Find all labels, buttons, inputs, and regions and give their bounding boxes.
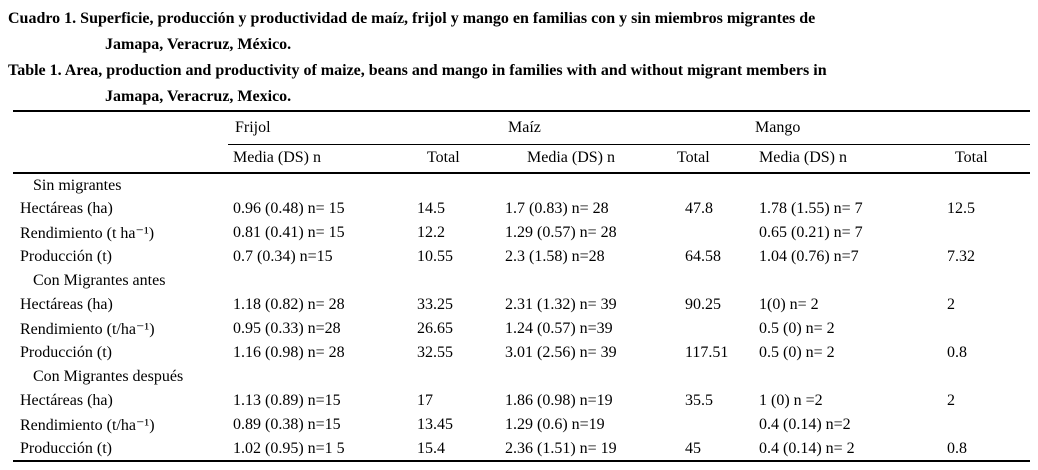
table-cell: 35.5 xyxy=(685,392,713,409)
table-captions: Cuadro 1. Superficie, producción y produ… xyxy=(0,0,1038,110)
table-cell: 12.2 xyxy=(417,224,445,241)
table-row: Hectáreas (ha) 1.13 (0.89) n=15 17 1.86 … xyxy=(13,389,1030,413)
table-row: Rendimiento (t/ha⁻¹) 0.95 (0.33) n=28 26… xyxy=(13,317,1030,341)
row-label: Producción (t) xyxy=(20,439,112,457)
table-cell: 64.58 xyxy=(685,248,721,265)
table-row: Hectáreas (ha) 0.96 (0.48) n= 15 14.5 1.… xyxy=(13,197,1030,221)
table-cell: 0.5 (0) n= 2 xyxy=(759,320,835,337)
table-cell: 90.25 xyxy=(685,296,721,313)
table-cell: 1.02 (0.95) n=1 5 xyxy=(233,439,345,457)
table-cell: 12.5 xyxy=(947,200,975,217)
corner-cell xyxy=(13,144,228,174)
table-cell: 1.7 (0.83) n= 28 xyxy=(505,200,609,217)
table-row: Producción (t) 1.02 (0.95) n=1 5 15.4 2.… xyxy=(13,437,1030,461)
table-cell: 1.86 (0.98) n=19 xyxy=(505,392,613,409)
table-cell: 1(0) n= 2 xyxy=(759,296,819,313)
table-cell: 15.4 xyxy=(417,439,445,457)
table-cell: 33.25 xyxy=(417,296,453,313)
table-cell xyxy=(673,317,749,341)
table-cell: 2.36 (1.51) n= 19 xyxy=(505,439,617,457)
table-cell: 1.29 (0.6) n=19 xyxy=(505,416,605,433)
table-cell: 0.4 (0.14) n= 2 xyxy=(759,439,855,457)
row-label: Hectáreas (ha) xyxy=(20,200,113,217)
table-cell: 2 xyxy=(947,296,955,313)
table-cell xyxy=(919,317,1030,341)
table-cell: 117.51 xyxy=(685,344,729,361)
row-label: Rendimiento (t ha⁻¹) xyxy=(20,225,155,242)
column-group-row: Frijol Maíz Mango xyxy=(13,111,1031,145)
table-cell: 14.5 xyxy=(417,200,445,217)
corner-cell xyxy=(13,111,228,144)
subheader-frijol-media: Media (DS) n xyxy=(228,144,413,174)
column-group-frijol: Frijol xyxy=(228,111,499,145)
subheader-maiz-total: Total xyxy=(673,144,749,174)
column-subheader-row: Media (DS) n Total Media (DS) n Total Me… xyxy=(13,144,1031,174)
subheader-frijol-total: Total xyxy=(413,144,499,174)
table-row: Rendimiento (t ha⁻¹) 0.81 (0.41) n= 15 1… xyxy=(13,221,1030,245)
column-group-maiz: Maíz xyxy=(499,111,749,145)
table-cell: 1.24 (0.57) n=39 xyxy=(505,320,613,337)
table-cell: 1.16 (0.98) n= 28 xyxy=(233,344,345,361)
section-header: Con Migrantes antes xyxy=(33,272,166,289)
table-cell xyxy=(919,221,1030,245)
section-header: Sin migrantes xyxy=(33,176,122,194)
table-cell: 2 xyxy=(947,392,955,409)
caption-en-line-1: Table 1. Area, production and productivi… xyxy=(8,62,827,79)
table-row: Hectáreas (ha) 1.18 (0.82) n= 28 33.25 2… xyxy=(13,293,1030,317)
row-label: Hectáreas (ha) xyxy=(20,392,113,409)
table-cell: 0.8 xyxy=(947,344,967,361)
table-cell: 17 xyxy=(417,392,433,409)
table-cell: 0.5 (0) n= 2 xyxy=(759,344,835,361)
table-cell: 13.45 xyxy=(417,416,453,433)
table-cell: 3.01 (2.56) n= 39 xyxy=(505,344,617,361)
table-cell: 45 xyxy=(685,439,701,457)
data-table: Frijol Maíz Mango Media (DS) n Total Med… xyxy=(13,110,1031,462)
table-cell xyxy=(673,221,749,245)
row-label: Rendimiento (t/ha⁻¹) xyxy=(20,417,155,434)
subheader-mango-media: Media (DS) n xyxy=(749,144,919,174)
subheader-maiz-media: Media (DS) n xyxy=(499,144,673,174)
section-row: Sin migrantes xyxy=(13,173,1030,197)
table-cell xyxy=(673,413,749,437)
table-cell: 0.96 (0.48) n= 15 xyxy=(233,200,345,217)
table-cell xyxy=(919,413,1030,437)
section-row: Con Migrantes antes xyxy=(13,269,1030,293)
table-cell: 10.55 xyxy=(417,248,453,265)
row-label: Hectáreas (ha) xyxy=(20,296,113,313)
table-cell: 47.8 xyxy=(685,200,713,217)
table-cell: 1.29 (0.57) n= 28 xyxy=(505,224,617,241)
table-cell: 0.65 (0.21) n= 7 xyxy=(759,224,863,241)
table-cell: 0.4 (0.14) n=2 xyxy=(759,416,851,433)
table-cell: 0.7 (0.34) n=15 xyxy=(233,248,333,265)
table-cell: 0.81 (0.41) n= 15 xyxy=(233,224,345,241)
table-cell: 32.55 xyxy=(417,344,453,361)
caption-es-line-2: Jamapa, Veracruz, México. xyxy=(105,36,292,53)
table-row: Producción (t) 0.7 (0.34) n=15 10.55 2.3… xyxy=(13,245,1030,269)
caption-en-line-2: Jamapa, Veracruz, Mexico. xyxy=(105,88,292,105)
table-cell: 1.13 (0.89) n=15 xyxy=(233,392,341,409)
row-label: Producción (t) xyxy=(20,248,112,265)
table-cell: 26.65 xyxy=(417,320,453,337)
table-cell: 2.31 (1.32) n= 39 xyxy=(505,296,617,313)
table-cell: 0.95 (0.33) n=28 xyxy=(233,320,341,337)
column-group-mango: Mango xyxy=(749,111,1031,145)
table-cell: 1.18 (0.82) n= 28 xyxy=(233,296,345,313)
table-cell: 0.89 (0.38) n=15 xyxy=(233,416,341,433)
table-cell: 0.8 xyxy=(947,439,967,457)
row-label: Producción (t) xyxy=(20,344,112,361)
caption-es-line-1: Cuadro 1. Superficie, producción y produ… xyxy=(8,10,816,27)
table-row: Rendimiento (t/ha⁻¹) 0.89 (0.38) n=15 13… xyxy=(13,413,1030,437)
subheader-mango-total: Total xyxy=(919,144,1031,174)
section-row: Con Migrantes después xyxy=(13,365,1030,389)
table-cell: 1.04 (0.76) n=7 xyxy=(759,248,859,265)
table-cell: 7.32 xyxy=(947,248,975,265)
section-header: Con Migrantes después xyxy=(33,368,184,385)
table-cell: 1 (0) n =2 xyxy=(759,392,823,409)
table-cell: 1.78 (1.55) n= 7 xyxy=(759,200,863,217)
table-row: Producción (t) 1.16 (0.98) n= 28 32.55 3… xyxy=(13,341,1030,365)
row-label: Rendimiento (t/ha⁻¹) xyxy=(20,321,155,338)
table-cell: 2.3 (1.58) n=28 xyxy=(505,248,605,265)
